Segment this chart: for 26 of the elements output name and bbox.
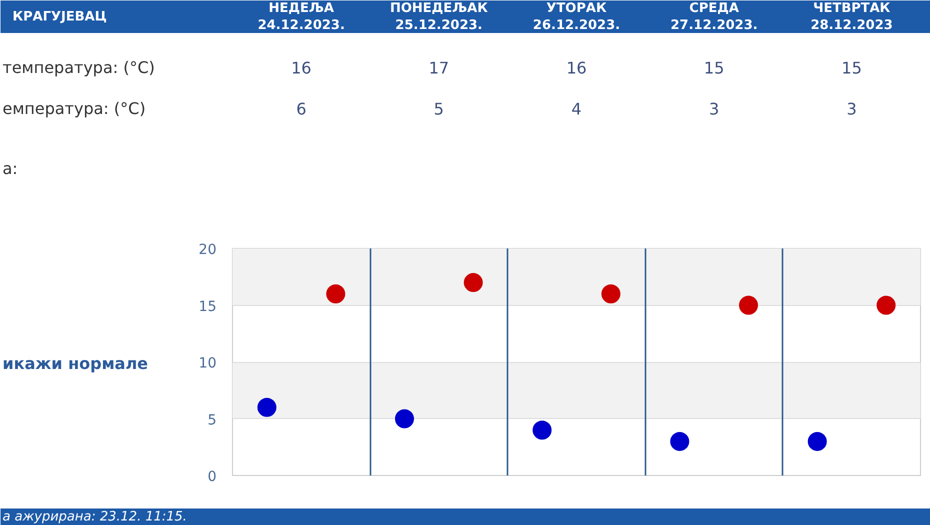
y-tick-label: 15 [198,298,217,315]
text: УТОРАК 26.12.2023. [532,0,620,34]
data-label: 16 [566,58,587,78]
y-tick-label: 5 [208,412,217,428]
text: КРАГУЈЕВАЦ [12,10,107,24]
data-label: 5 [434,100,444,118]
y-tick-label: 20 [198,242,217,258]
data-label: 15 [842,58,862,78]
text: СРЕДА 27.12.2023. [670,0,758,34]
text: температура: (°C) [2,58,155,77]
y-tick-label: 0 [208,469,217,485]
text: емпература: (°C) [2,99,146,118]
text: икажи нормале [2,354,148,373]
text: а ажурирана: 23.12. 11:15. [2,510,187,524]
data-label: 3 [709,100,720,118]
data-label: 4 [571,100,582,118]
text: НЕДЕЉА 24.12.2023. [258,0,345,34]
text: ЧЕТВРТАК 28.12.2023 [810,0,893,34]
data-label: 6 [296,100,306,118]
data-label: 16 [291,58,312,78]
text: ПОНЕДЕЉАК 25.12.2023. [390,0,488,34]
text: а: [2,159,18,178]
y-tick-label: 10 [198,356,217,372]
data-label: 15 [704,58,724,78]
data-label: 3 [846,100,857,118]
data-label: 17 [428,58,450,78]
